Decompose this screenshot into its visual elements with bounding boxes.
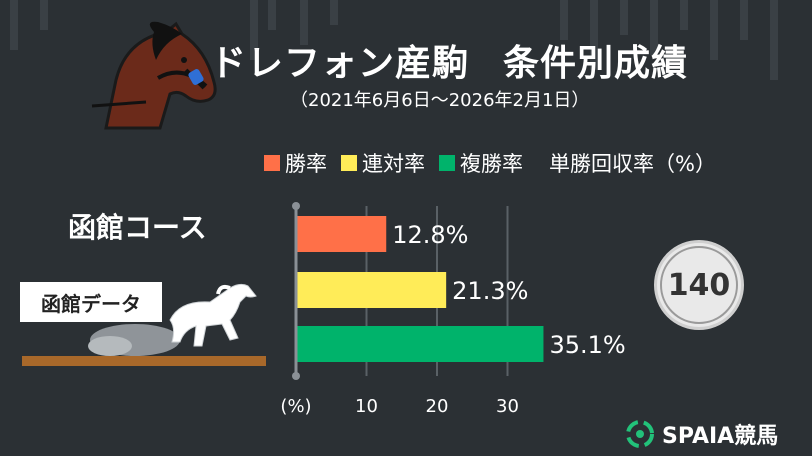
legend-swatch xyxy=(264,155,280,171)
spaia-logo-icon xyxy=(626,420,654,448)
period-label: （2021年6月6日～2026年2月1日） xyxy=(290,90,590,111)
roi-value: 140 xyxy=(660,246,738,324)
bar xyxy=(296,272,447,308)
running-horse-icon xyxy=(88,283,257,356)
legend-label: 複勝率 xyxy=(460,152,523,176)
legend-swatch xyxy=(439,155,455,171)
bar-chart: 12.8% 21.3% 35.1% (%) 10 20 30 xyxy=(280,202,626,417)
legend-item-win: 勝率 xyxy=(264,148,327,178)
x-tick-label: 30 xyxy=(496,396,519,417)
legend-label: 連対率 xyxy=(362,152,425,176)
bar-value-label: 12.8% xyxy=(392,221,468,249)
horse-head-icon xyxy=(91,21,217,130)
x-tick-label: 10 xyxy=(355,396,378,417)
bar xyxy=(296,216,387,252)
legend-swatch xyxy=(341,155,357,171)
bar xyxy=(296,326,544,362)
chart-title: ドレフォン産駒 条件別成績 xyxy=(210,43,689,84)
brand-logo: SPAIA競馬 xyxy=(626,418,778,450)
data-tag: 函館データ xyxy=(20,282,162,322)
ground-strip xyxy=(22,356,266,366)
axis-cap xyxy=(292,372,300,380)
axis-cap xyxy=(292,202,300,210)
legend-label: 勝率 xyxy=(285,152,327,176)
legend-roi-label: 単勝回収率（%） xyxy=(549,152,716,176)
brand-text: SPAIA競馬 xyxy=(662,424,779,449)
bar-value-label: 35.1% xyxy=(549,331,625,359)
x-tick-label: 20 xyxy=(426,396,449,417)
bar-value-label: 21.3% xyxy=(452,277,528,305)
roi-badge: 140 xyxy=(654,240,744,330)
course-label: 函館コース xyxy=(68,211,207,244)
x-unit-label: (%) xyxy=(280,396,311,417)
legend-item-show: 複勝率 xyxy=(439,148,523,178)
legend-item-quinella: 連対率 xyxy=(341,148,425,178)
legend: 勝率 連対率 複勝率 単勝回収率（%） xyxy=(264,150,716,176)
